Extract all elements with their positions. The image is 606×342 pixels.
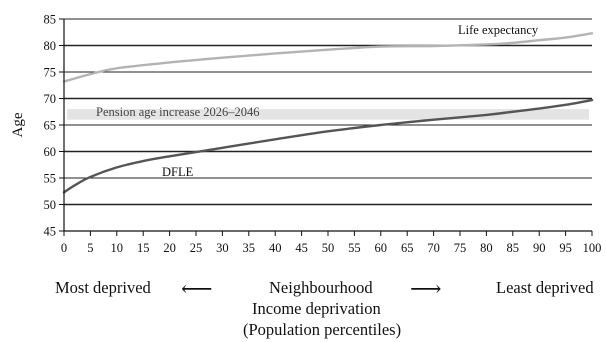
x-tick-label-95: 95	[559, 241, 572, 255]
pension-age-band	[67, 109, 589, 120]
y-tick-label-70: 70	[44, 92, 57, 106]
y-tick-label-80: 80	[44, 39, 57, 53]
x-tick-label-65: 65	[401, 241, 414, 255]
caption-most-deprived: Most deprived	[55, 278, 151, 297]
y-tick-label-60: 60	[44, 145, 57, 159]
y-tick-label-75: 75	[44, 66, 57, 80]
y-axis-label: Age	[10, 112, 26, 137]
x-tick-label-10: 10	[111, 241, 124, 255]
x-tick-label-55: 55	[348, 241, 361, 255]
series-label-life-expectancy: Life expectancy	[458, 23, 539, 37]
x-tick-label-15: 15	[137, 241, 150, 255]
x-tick-label-35: 35	[243, 241, 256, 255]
x-tick-labels: 0 5 10 15 20 25 30 35 40 45 50 55 60 65 70 75 80 85 90 95 10…	[61, 241, 602, 255]
caption-neighbourhood: Neighbourhood	[269, 278, 373, 297]
caption-arrow-left: ⟵	[181, 276, 213, 301]
y-tick-labels: 45 50 55 60 65 70 75 80 85	[44, 13, 57, 239]
x-tick-label-40: 40	[269, 241, 282, 255]
y-tick-label-65: 65	[44, 119, 57, 133]
x-tick-label-75: 75	[454, 241, 467, 255]
series-line-life-expectancy	[62, 32, 594, 83]
gridlines	[64, 18, 592, 206]
caption-population-percentiles: (Population percentiles)	[243, 320, 402, 339]
caption-least-deprived: Least deprived	[496, 278, 594, 297]
band-label: Pension age increase 2026–2046	[96, 105, 260, 119]
x-tick-label-80: 80	[480, 241, 493, 255]
y-tick-label-55: 55	[44, 172, 57, 186]
caption-income-deprivation: Income deprivation	[252, 299, 381, 318]
x-tick-label-100: 100	[583, 241, 602, 255]
x-tick-label-0: 0	[61, 241, 67, 255]
axes	[59, 18, 593, 236]
caption-arrow-right: ⟶	[410, 276, 442, 301]
x-tick-label-45: 45	[295, 241, 308, 255]
x-tick-label-90: 90	[533, 241, 546, 255]
x-tick-label-30: 30	[216, 241, 229, 255]
series-lines	[62, 32, 594, 194]
x-tick-label-25: 25	[190, 241, 203, 255]
series-line-dfle	[62, 98, 594, 194]
y-tick-label-85: 85	[44, 13, 57, 27]
y-tick-label-50: 50	[44, 198, 57, 212]
y-tick-label-45: 45	[44, 225, 57, 239]
series-label-dfle: DFLE	[162, 165, 194, 179]
x-tick-label-85: 85	[507, 241, 520, 255]
x-tick-label-60: 60	[375, 241, 388, 255]
x-tick-label-70: 70	[427, 241, 440, 255]
x-tick-label-50: 50	[322, 241, 335, 255]
x-tick-label-20: 20	[163, 241, 176, 255]
x-tick-label-5: 5	[87, 241, 93, 255]
